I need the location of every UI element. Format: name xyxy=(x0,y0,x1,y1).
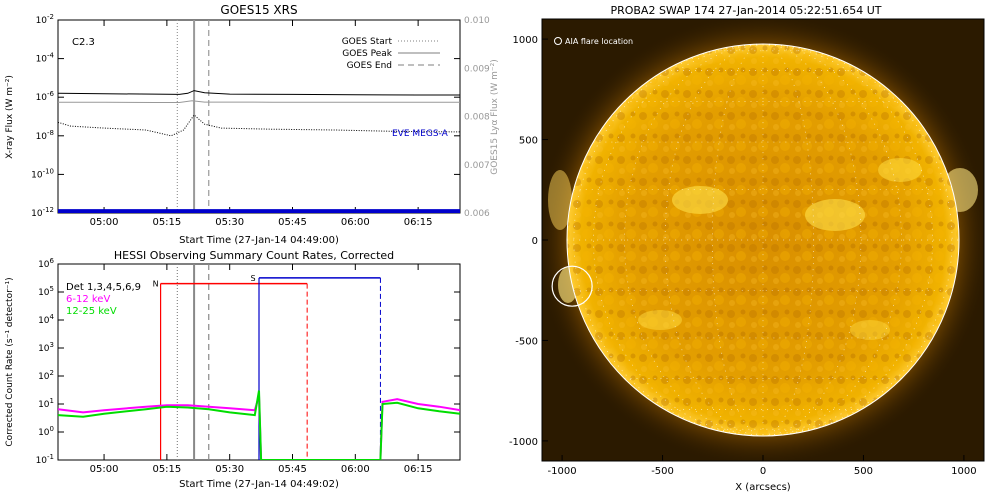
x-tick-label: 500 xyxy=(854,466,873,477)
hessi-series xyxy=(58,390,460,460)
y-tick-label: -1000 xyxy=(509,437,538,448)
x-tick-label: 05:00 xyxy=(90,464,119,475)
interval-label: S xyxy=(250,274,255,283)
aia-legend-label: AIA flare location xyxy=(565,37,633,46)
x-tick-label: 06:15 xyxy=(404,217,433,228)
series-long xyxy=(58,90,460,96)
eve-megs-label: EVE MEGS-A xyxy=(392,129,449,139)
y2-tick-label: 0.006 xyxy=(464,209,490,219)
y-tick-label: 10-10 xyxy=(31,167,54,180)
y2-tick-label: 0.007 xyxy=(464,161,490,171)
longitude-line xyxy=(762,43,902,437)
corona-loop-east xyxy=(548,170,572,230)
goes-y-label: X-ray Flux (W m⁻²) xyxy=(5,75,15,159)
aia-legend-circle-icon xyxy=(554,37,562,45)
y-tick-label: 10-8 xyxy=(36,129,54,142)
goes-title: GOES15 XRS xyxy=(220,3,297,17)
y-tick-label: 10-2 xyxy=(36,13,54,26)
swap-axes: -1000 -500 0 500 1000 -1000 -500 0 500 1000 xyxy=(509,35,977,477)
hessi-y-label: Corrected Count Rate (s⁻¹ detector⁻¹) xyxy=(5,277,15,446)
y-tick-label: 106 xyxy=(38,257,54,270)
hessi-marker-lines xyxy=(176,264,210,460)
series-lya xyxy=(58,100,460,103)
x-tick-label: 05:30 xyxy=(215,464,244,475)
goes-marker-lines xyxy=(176,20,210,213)
solar-limb xyxy=(566,43,960,437)
active-regions xyxy=(638,158,922,340)
goes-panel: GOES15 XRS 10-12 10-10 10-8 10-6 10-4 10-2 0.… xyxy=(5,3,500,246)
y-tick-label: 500 xyxy=(519,136,538,147)
goes-y2-axis: 0.006 0.007 0.008 0.009 0.010 xyxy=(464,16,490,219)
y-tick-label: 1000 xyxy=(513,35,538,46)
goes-class-label: C2.3 xyxy=(72,37,95,48)
goes-y-axis: 10-12 10-10 10-8 10-6 10-4 10-2 xyxy=(31,13,460,219)
x-tick-label: 05:15 xyxy=(152,217,181,228)
hessi-title: HESSI Observing Summary Count Rates, Cor… xyxy=(114,249,394,262)
hessi-x-label: Start Time (27-Jan-14 04:49:02) xyxy=(179,479,339,490)
swap-panel: PROBA2 SWAP 174 27-Jan-2014 05:22:51.654… xyxy=(509,4,985,493)
heliographic-grid xyxy=(567,43,959,437)
hessi-legend-12-25: 12-25 keV xyxy=(66,306,117,317)
y2-tick-label: 0.009 xyxy=(464,64,490,74)
goes-y2-label: GOES15 Lyα Flux (W m⁻²) xyxy=(490,59,500,175)
y-tick-label: 10-1 xyxy=(36,453,54,466)
swap-image: AIA flare location xyxy=(542,19,984,461)
x-tick-label: -500 xyxy=(651,466,674,477)
y-tick-label: 105 xyxy=(38,285,54,298)
y-tick-label: 104 xyxy=(38,313,54,326)
y-tick-label: 10-6 xyxy=(36,90,55,103)
hessi-panel: HESSI Observing Summary Count Rates, Cor… xyxy=(5,249,461,490)
y-tick-label: 0 xyxy=(532,236,538,247)
x-tick-label: -1000 xyxy=(548,466,577,477)
x-tick-label: 06:00 xyxy=(341,464,370,475)
y-tick-label: 10-12 xyxy=(31,206,54,219)
y2-tick-label: 0.008 xyxy=(464,113,490,123)
y-tick-label: 103 xyxy=(38,341,54,354)
x-tick-label: 05:00 xyxy=(90,217,119,228)
y-tick-label: 100 xyxy=(38,425,54,438)
swap-x-label: X (arcsecs) xyxy=(735,482,791,493)
hessi-x-axis: 05:00 05:15 05:30 05:45 06:00 06:15 xyxy=(90,264,433,475)
hessi-y-axis: 10-1 100 101 102 103 104 105 106 xyxy=(36,257,460,466)
x-tick-label: 05:45 xyxy=(278,464,307,475)
x-tick-label: 1000 xyxy=(951,466,976,477)
goes-x-label: Start Time (27-Jan-14 04:49:00) xyxy=(179,235,339,246)
y-tick-label: 10-4 xyxy=(36,52,55,65)
aia-flare-location-circle xyxy=(551,265,593,307)
x-tick-label: 06:15 xyxy=(404,464,433,475)
series-short xyxy=(58,114,460,137)
x-tick-label: 05:30 xyxy=(215,217,244,228)
y-tick-label: 101 xyxy=(38,397,54,410)
x-tick-label: 0 xyxy=(760,466,766,477)
goes-plot-frame xyxy=(57,19,461,214)
x-tick-label: 05:45 xyxy=(278,217,307,228)
x-tick-label: 05:15 xyxy=(152,464,181,475)
x-tick-label: 06:00 xyxy=(341,217,370,228)
hessi-attenuator-intervals: NS xyxy=(153,274,381,460)
hessi-legend-6-12: 6-12 keV xyxy=(66,294,110,305)
longitude-line xyxy=(711,43,764,437)
series-12-25-keV xyxy=(58,390,460,460)
hessi-detectors-label: Det 1,3,4,5,6,9 xyxy=(66,282,141,293)
longitude-line xyxy=(624,43,764,437)
y-tick-label: 102 xyxy=(38,369,54,382)
legend-label: GOES End xyxy=(347,61,392,71)
solar-disk-texture xyxy=(567,44,959,436)
y-tick-label: -500 xyxy=(515,336,538,347)
legend-label: GOES Peak xyxy=(342,49,392,59)
legend-label: GOES Start xyxy=(342,37,393,47)
interval-label: N xyxy=(153,280,159,289)
swap-title: PROBA2 SWAP 174 27-Jan-2014 05:22:51.654… xyxy=(610,4,881,17)
y2-tick-label: 0.010 xyxy=(464,16,490,26)
longitude-line xyxy=(762,43,815,437)
goes-series xyxy=(58,90,460,213)
goes-legend: GOES Start GOES Peak GOES End xyxy=(342,37,440,71)
hessi-legend: Det 1,3,4,5,6,9 6-12 keV 12-25 keV xyxy=(66,282,141,317)
